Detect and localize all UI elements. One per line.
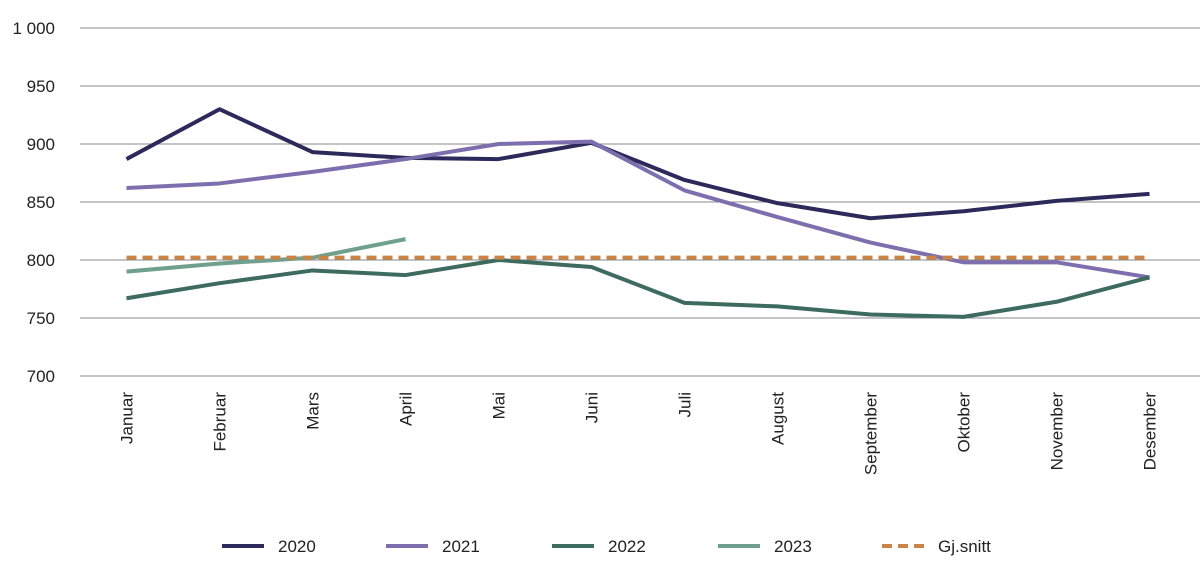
y-tick-label: 750 bbox=[27, 309, 55, 328]
x-tick-label: Mars bbox=[304, 392, 323, 430]
series-line bbox=[125, 107, 1150, 221]
y-tick-label: 900 bbox=[27, 135, 55, 154]
y-tick-label: 800 bbox=[27, 251, 55, 270]
y-tick-label: 1 000 bbox=[12, 19, 55, 38]
series-line bbox=[126, 258, 1151, 319]
legend-label: 2020 bbox=[278, 537, 316, 556]
x-tick-label: November bbox=[1048, 392, 1067, 471]
x-tick-label: Februar bbox=[211, 392, 230, 452]
x-tick-label: Mai bbox=[490, 392, 509, 419]
x-tick-label: Januar bbox=[118, 392, 137, 444]
x-tick-label: Juni bbox=[583, 392, 602, 423]
series-line bbox=[126, 237, 406, 274]
y-tick-label: 850 bbox=[27, 193, 55, 212]
legend-label: 2021 bbox=[442, 537, 480, 556]
x-tick-label: Desember bbox=[1141, 392, 1160, 471]
x-tick-label: Oktober bbox=[955, 392, 974, 453]
x-tick-label: Juli bbox=[676, 392, 695, 418]
x-tick-label: August bbox=[769, 392, 788, 445]
legend-label: 2022 bbox=[608, 537, 646, 556]
x-tick-label: April bbox=[397, 392, 416, 426]
legend-label: Gj.snitt bbox=[938, 537, 991, 556]
y-tick-label: 700 bbox=[27, 367, 55, 386]
series-line bbox=[126, 139, 1150, 280]
y-tick-label: 950 bbox=[27, 77, 55, 96]
legend-label: 2023 bbox=[774, 537, 812, 556]
x-tick-label: September bbox=[862, 392, 881, 475]
